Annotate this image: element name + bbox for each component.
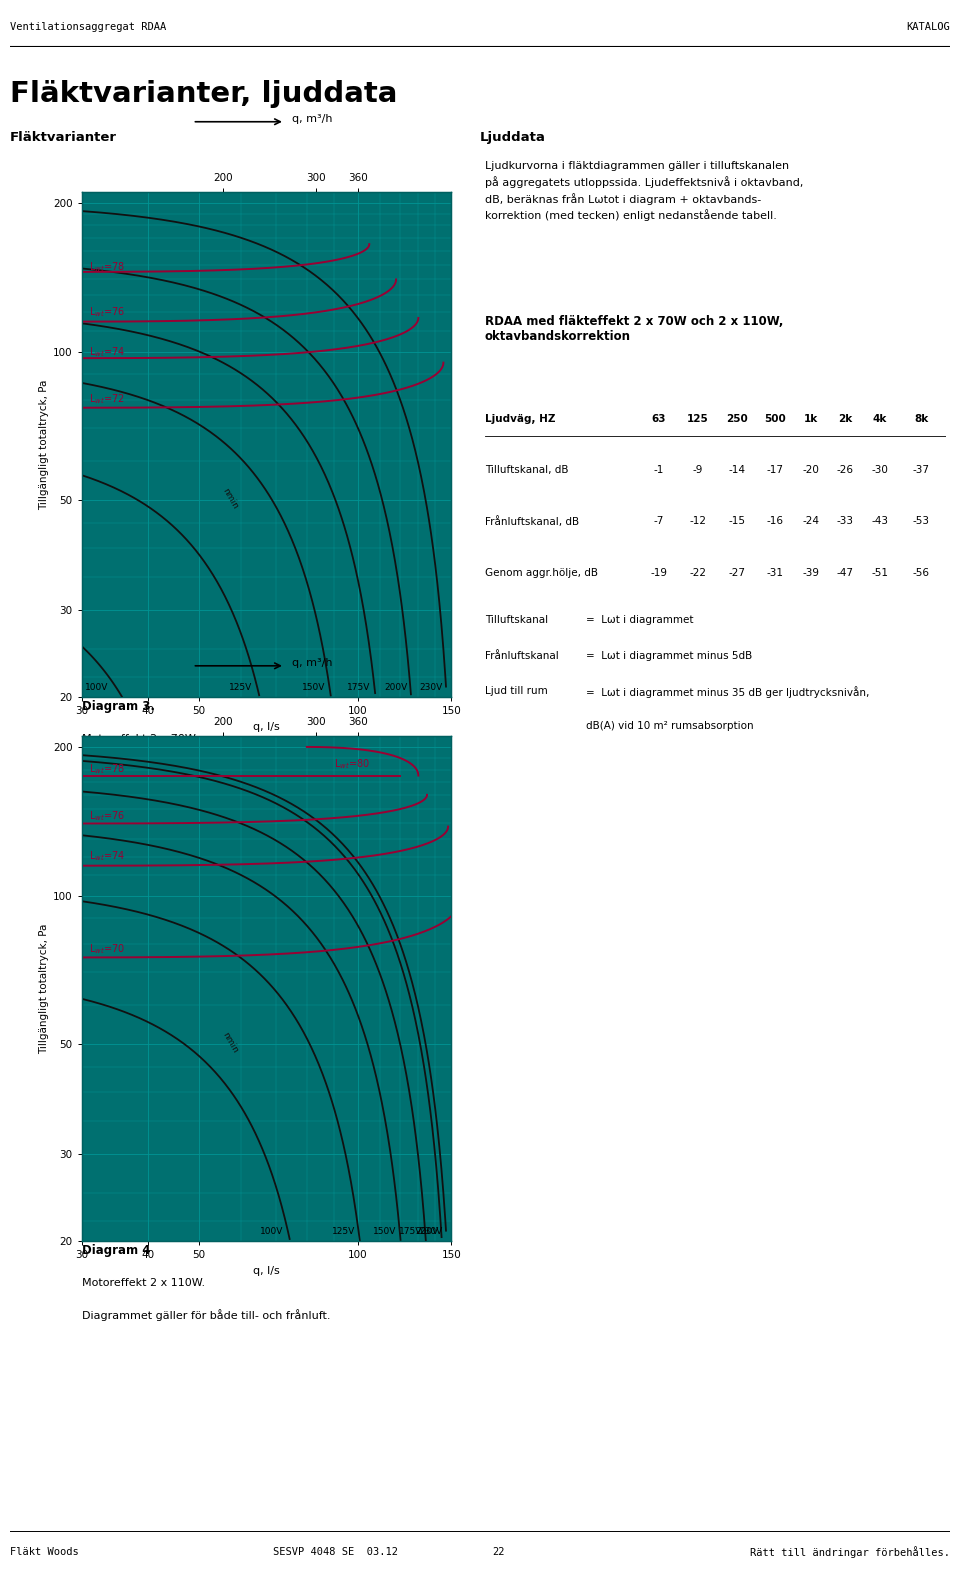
Text: 175V: 175V [348, 683, 371, 692]
Text: 175V: 175V [399, 1227, 422, 1236]
X-axis label: q, l/s: q, l/s [253, 722, 279, 732]
Text: =  Lωt i diagrammet minus 5dB: = Lωt i diagrammet minus 5dB [587, 650, 753, 661]
Text: L$_{wt}$=70: L$_{wt}$=70 [89, 941, 125, 956]
Text: Fläktvarianter, ljuddata: Fläktvarianter, ljuddata [10, 79, 397, 107]
Text: Ventilationsaggregat RDAA: Ventilationsaggregat RDAA [10, 22, 166, 32]
Text: =  Lωt i diagrammet: = Lωt i diagrammet [587, 615, 694, 624]
Text: -30: -30 [872, 465, 888, 475]
Text: -39: -39 [803, 568, 819, 577]
Text: L$_{wt}$=80: L$_{wt}$=80 [334, 757, 370, 771]
Text: RDAA med fläkteffekt 2 x 70W och 2 x 110W,
oktavbandskorrektion: RDAA med fläkteffekt 2 x 70W och 2 x 110… [485, 315, 783, 344]
Text: L$_{wt}$=78: L$_{wt}$=78 [89, 260, 125, 274]
Text: Frånluftskanal: Frånluftskanal [485, 650, 559, 661]
Text: -51: -51 [872, 568, 888, 577]
Text: L$_{wt}$=78: L$_{wt}$=78 [89, 763, 125, 776]
Text: L$_{wt}$=74: L$_{wt}$=74 [89, 345, 125, 358]
Text: nmin: nmin [221, 1031, 240, 1055]
Text: Motoreffekt 2 x 110W.: Motoreffekt 2 x 110W. [82, 1279, 204, 1288]
Text: -56: -56 [913, 568, 930, 577]
Text: Ljuddata: Ljuddata [480, 131, 546, 145]
Text: -17: -17 [767, 465, 783, 475]
Text: -31: -31 [767, 568, 783, 577]
Text: -15: -15 [729, 517, 746, 527]
Text: -33: -33 [837, 517, 853, 527]
Text: -20: -20 [803, 465, 819, 475]
Text: 125V: 125V [332, 1227, 355, 1236]
Text: -16: -16 [767, 517, 783, 527]
Text: L$_{wt}$=76: L$_{wt}$=76 [89, 306, 125, 320]
Text: Diagrammet gäller för både till- och frånluft.: Diagrammet gäller för både till- och frå… [82, 765, 330, 776]
Text: -19: -19 [650, 568, 667, 577]
Text: 8k: 8k [914, 413, 928, 424]
Text: -26: -26 [837, 465, 853, 475]
Text: Diagrammet gäller för både till- och frånluft.: Diagrammet gäller för både till- och frå… [82, 1309, 330, 1320]
Text: 250: 250 [726, 413, 748, 424]
Text: L$_{wt}$=76: L$_{wt}$=76 [89, 809, 125, 823]
Text: =  Lωt i diagrammet minus 35 dB ger ljudtrycksnivån,: = Lωt i diagrammet minus 35 dB ger ljudt… [587, 686, 870, 699]
Y-axis label: Tillgängligt totaltryck, Pa: Tillgängligt totaltryck, Pa [38, 924, 49, 1053]
Text: -47: -47 [837, 568, 853, 577]
Text: 125: 125 [687, 413, 708, 424]
Text: q, m³/h: q, m³/h [292, 658, 333, 669]
Text: -22: -22 [689, 568, 707, 577]
Text: 2k: 2k [838, 413, 852, 424]
X-axis label: q, l/s: q, l/s [253, 1266, 279, 1276]
Text: L$_{wt}$=74: L$_{wt}$=74 [89, 850, 125, 864]
Text: 100V: 100V [85, 683, 108, 692]
Text: Tilluftskanal, dB: Tilluftskanal, dB [485, 465, 568, 475]
Text: 500: 500 [764, 413, 786, 424]
Y-axis label: Tillgängligt totaltryck, Pa: Tillgängligt totaltryck, Pa [38, 380, 49, 509]
Text: KATALOG: KATALOG [906, 22, 950, 32]
Text: Diagram 3.: Diagram 3. [82, 700, 155, 713]
Text: SESVP 4048 SE  03.12: SESVP 4048 SE 03.12 [273, 1547, 398, 1556]
Text: 100V: 100V [260, 1227, 283, 1236]
Text: -1: -1 [654, 465, 664, 475]
Text: L$_{wt}$=72: L$_{wt}$=72 [89, 393, 125, 407]
Text: Rätt till ändringar förbehålles.: Rätt till ändringar förbehålles. [751, 1545, 950, 1558]
Text: 22: 22 [492, 1547, 505, 1556]
Text: 4k: 4k [873, 413, 887, 424]
Text: Tilluftskanal: Tilluftskanal [485, 615, 548, 624]
Text: 1k: 1k [804, 413, 818, 424]
Text: 63: 63 [652, 413, 666, 424]
Text: 230V: 230V [420, 1227, 443, 1236]
Text: Fläkt Woods: Fläkt Woods [10, 1547, 79, 1556]
Text: -7: -7 [654, 517, 664, 527]
Text: -37: -37 [913, 465, 930, 475]
Text: Diagram 4: Diagram 4 [82, 1244, 150, 1257]
Text: 230V: 230V [420, 683, 443, 692]
Text: 150V: 150V [373, 1227, 396, 1236]
Text: dB(A) vid 10 m² rumsabsorption: dB(A) vid 10 m² rumsabsorption [587, 721, 754, 732]
Text: 150V: 150V [302, 683, 325, 692]
Text: Genom aggr.hölje, dB: Genom aggr.hölje, dB [485, 568, 598, 577]
Text: Ljud till rum: Ljud till rum [485, 686, 547, 695]
Text: -27: -27 [729, 568, 746, 577]
Text: -43: -43 [872, 517, 888, 527]
Text: 125V: 125V [228, 683, 252, 692]
Text: Ljudväg, HZ: Ljudväg, HZ [485, 413, 555, 424]
Text: -9: -9 [693, 465, 703, 475]
Text: -14: -14 [729, 465, 746, 475]
Text: -53: -53 [913, 517, 930, 527]
Text: Ljudkurvorna i fläktdiagrammen gäller i tilluftskanalen
på aggregatets utloppssi: Ljudkurvorna i fläktdiagrammen gäller i … [485, 161, 804, 221]
Text: nmin: nmin [221, 487, 240, 511]
Text: Frånluftskanal, dB: Frånluftskanal, dB [485, 517, 579, 527]
Text: -24: -24 [803, 517, 819, 527]
Text: -12: -12 [689, 517, 707, 527]
Text: Fläktvarianter: Fläktvarianter [10, 131, 116, 145]
Text: 200V: 200V [384, 683, 407, 692]
Text: q, m³/h: q, m³/h [292, 114, 333, 125]
Text: 200V: 200V [415, 1227, 439, 1236]
Text: Motoreffekt 2 x 70W.: Motoreffekt 2 x 70W. [82, 735, 198, 744]
